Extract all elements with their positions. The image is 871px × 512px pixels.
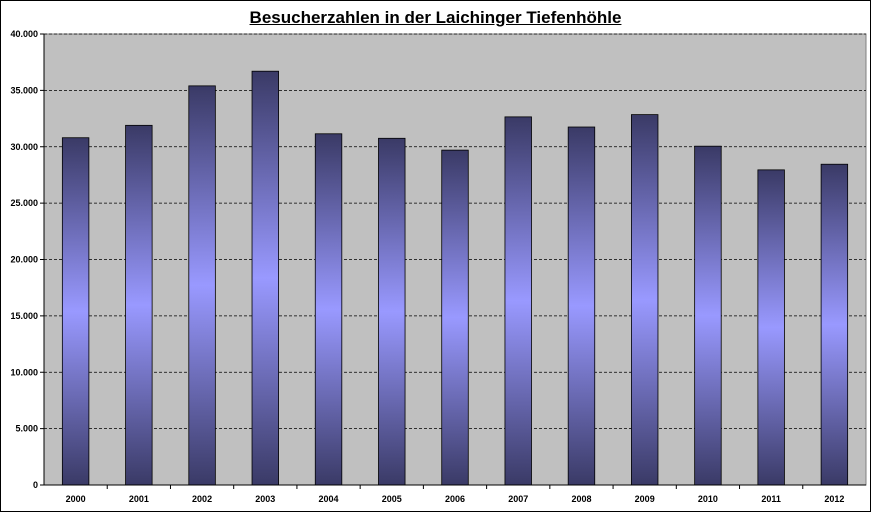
x-tick-label: 2006	[445, 494, 465, 504]
x-tick-label: 2000	[66, 494, 86, 504]
y-tick-label: 25.000	[10, 198, 38, 208]
x-tick-label: 2003	[255, 494, 275, 504]
y-tick-label: 5.000	[15, 424, 38, 434]
x-tick-label: 2007	[508, 494, 528, 504]
bar	[378, 137, 406, 486]
y-tick-label: 35.000	[10, 85, 38, 95]
x-tick-label: 2012	[824, 494, 844, 504]
bar	[820, 163, 849, 486]
bar	[441, 149, 469, 486]
bar	[757, 169, 785, 486]
y-tick-label: 40.000	[10, 29, 38, 39]
y-tick-label: 30.000	[10, 142, 38, 152]
y-tick-label: 15.000	[10, 311, 38, 321]
bar	[188, 85, 216, 486]
bar	[504, 116, 532, 486]
bar	[631, 114, 659, 486]
bar	[61, 137, 90, 486]
x-tick-label: 2011	[761, 494, 781, 504]
y-tick-label: 20.000	[10, 255, 38, 265]
chart-title: Besucherzahlen in der Laichinger Tiefenh…	[249, 8, 622, 27]
y-tick-label: 10.000	[10, 367, 38, 377]
bar	[314, 133, 343, 486]
y-tick-label: 0	[33, 480, 38, 490]
bar	[125, 124, 153, 486]
x-tick-label: 2008	[571, 494, 591, 504]
x-tick-label: 2009	[635, 494, 655, 504]
x-tick-label: 2005	[382, 494, 402, 504]
x-tick-label: 2002	[192, 494, 212, 504]
bar	[251, 70, 279, 486]
bar	[694, 145, 722, 486]
bar	[567, 126, 596, 486]
x-tick-label: 2010	[698, 494, 718, 504]
x-tick-label: 2004	[319, 494, 339, 504]
x-tick-label: 2001	[129, 494, 149, 504]
